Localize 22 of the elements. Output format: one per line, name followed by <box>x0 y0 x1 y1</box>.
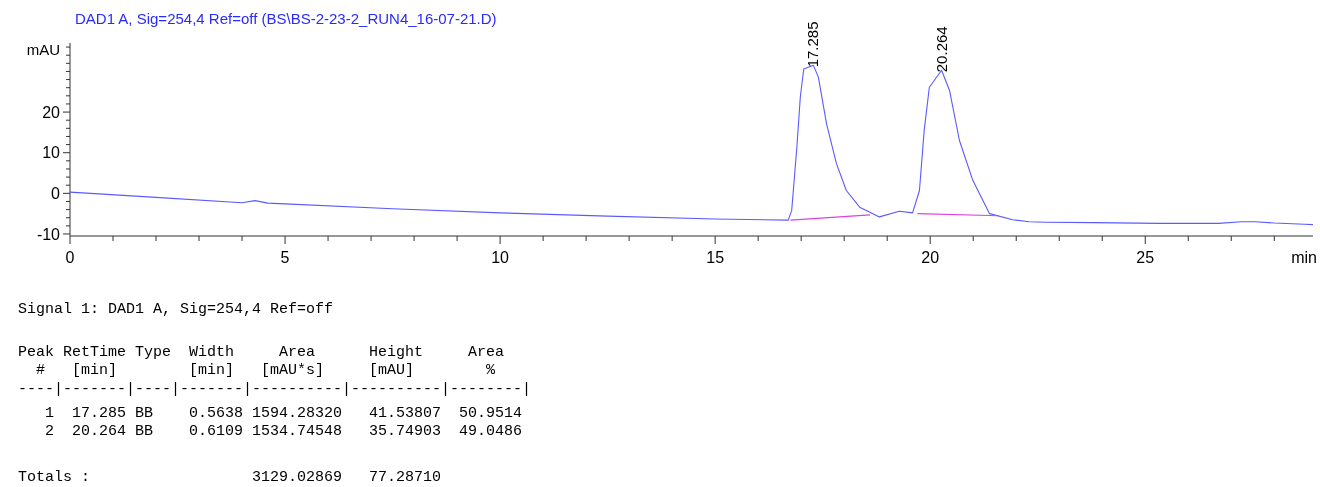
x-tick-label: 5 <box>280 249 290 266</box>
annotation: 20.264 <box>932 26 950 73</box>
x-tick-label: 20 <box>921 249 940 266</box>
text: # [min] [min] [mAU*s] [mAU] % <box>18 362 523 379</box>
text: Totals : 3129.02869 77.28710 <box>18 469 442 486</box>
y-tick-label: 0 <box>51 184 61 202</box>
text: ----|-------|----|-------|----------|----------|--------| <box>18 381 532 398</box>
y-tick-label: 10 <box>42 144 61 162</box>
x-tick-label: 25 <box>1136 249 1155 266</box>
y-axis-title: mAU <box>26 41 60 58</box>
x-tick-label: 0 <box>65 249 75 266</box>
x-axis-title: min <box>1291 249 1317 266</box>
x-tick-label: 10 <box>491 249 510 266</box>
annotation: 17.285 <box>804 21 822 68</box>
text: 1 17.285 BB 0.5638 1594.28320 41.53807 50.9514 <box>18 405 523 422</box>
chart-title: DAD1 A, Sig=254,4 Ref=off (BS\BS-2-23-2_RUN4_16-07-21.D) <box>75 10 497 27</box>
text: Signal 1: DAD1 A, Sig=254,4 Ref=off <box>18 301 334 318</box>
x-tick-label: 15 <box>706 249 725 266</box>
text: 2 20.264 BB 0.6109 1534.74548 35.74903 49.0486 <box>18 423 523 440</box>
y-tick-label: -10 <box>36 225 61 243</box>
text: Peak RetTime Type Width Area Height Area <box>18 344 523 361</box>
y-tick-label: 20 <box>42 103 61 121</box>
